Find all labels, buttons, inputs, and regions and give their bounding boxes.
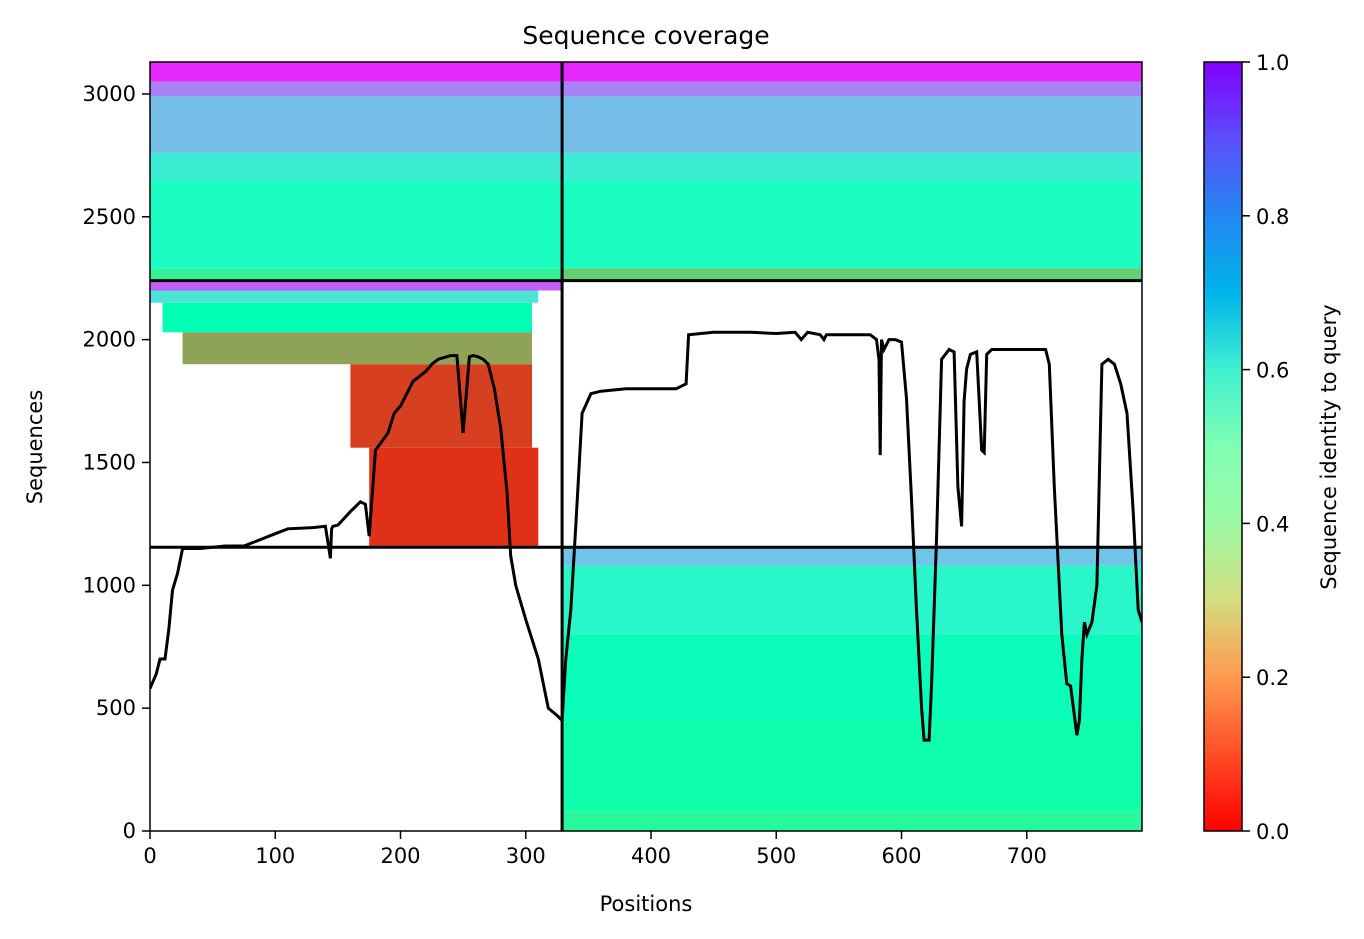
colorbar-tick-label: 0.6	[1256, 359, 1289, 383]
heatmap-band	[562, 152, 1142, 180]
colorbar-tick-label: 0.0	[1256, 820, 1289, 844]
y-tick-label: 1000	[83, 573, 136, 597]
heatmap-band	[150, 62, 563, 82]
heatmap-band	[369, 447, 539, 548]
heatmap-band	[562, 565, 1142, 635]
x-tick-label: 700	[1007, 844, 1047, 868]
x-tick-label: 500	[756, 844, 796, 868]
y-axis-title: Sequences	[23, 390, 47, 505]
heatmap-layer	[150, 62, 1142, 831]
heatmap-band	[562, 720, 1142, 812]
colorbar-tick-label: 0.4	[1256, 512, 1289, 536]
heatmap-band	[150, 268, 563, 281]
y-tick-label: 2500	[83, 205, 136, 229]
x-axis-title: Positions	[600, 892, 693, 916]
y-tick-label: 1500	[83, 450, 136, 474]
colorbar-label: Sequence identity to query	[1317, 304, 1341, 589]
chart-title: Sequence coverage	[522, 21, 769, 50]
x-tick-label: 200	[380, 844, 420, 868]
heatmap-band	[562, 96, 1142, 153]
heatmap-band	[562, 634, 1142, 721]
x-tick-label: 300	[506, 844, 546, 868]
heatmap-band	[182, 332, 533, 365]
y-tick-label: 2000	[83, 328, 136, 352]
heatmap-band	[562, 268, 1142, 281]
colorbar-tick-label: 0.2	[1256, 666, 1289, 690]
x-tick-label: 600	[881, 844, 921, 868]
heatmap-band	[562, 547, 1142, 566]
heatmap-band	[150, 152, 563, 180]
colorbar-tick-label: 1.0	[1256, 51, 1289, 75]
heatmap-band	[350, 364, 533, 448]
coverage-line	[150, 330, 1142, 742]
y-tick-label: 3000	[83, 82, 136, 106]
y-axis-ticks: 0 500 1000 1500 2000 2500 3000	[83, 82, 150, 843]
heatmap-band	[562, 81, 1142, 97]
heatmap-band	[150, 96, 563, 153]
colorbar	[1203, 61, 1243, 832]
heatmap-band	[150, 280, 563, 291]
x-tick-label: 100	[255, 844, 295, 868]
y-tick-label: 0	[123, 819, 136, 843]
heatmap-band	[150, 290, 539, 303]
heatmap-band	[162, 302, 533, 333]
heatmap-band	[150, 179, 563, 269]
heatmap-band	[150, 81, 563, 97]
heatmap-band	[562, 62, 1142, 82]
x-tick-label: 0	[143, 844, 156, 868]
colorbar-ticks: 0.0 0.2 0.4 0.6 0.8 1.0	[1242, 51, 1289, 844]
y-tick-label: 500	[96, 696, 136, 720]
heatmap-band	[562, 179, 1142, 269]
heatmap-band	[562, 811, 1142, 831]
x-axis-ticks: 0 100 200 300 400 500 600 700	[143, 831, 1047, 868]
colorbar-tick-label: 0.8	[1256, 205, 1289, 229]
x-tick-label: 400	[631, 844, 671, 868]
plot-frame	[149, 61, 1143, 832]
